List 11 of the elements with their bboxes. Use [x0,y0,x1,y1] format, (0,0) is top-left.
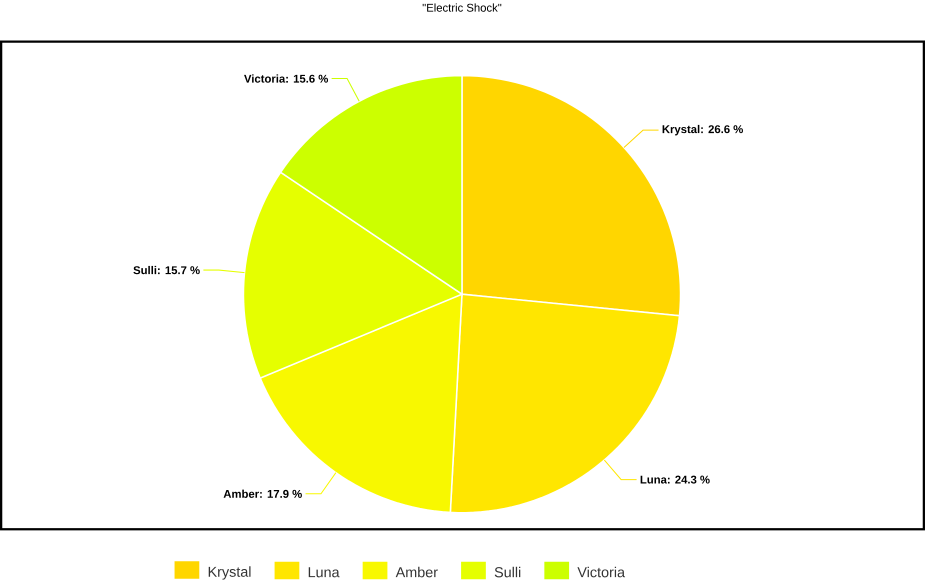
data-label: Amber: 17.9 % [224,490,302,498]
data-label: Sulli: 15.7 % [133,266,200,274]
data-label: Victoria: 15.6 % [244,74,328,83]
legend-label: Luna [308,567,340,578]
legend-label: Krystal [208,566,251,580]
data-label: Luna: 24.3 % [640,476,710,484]
chart-title: "Electric Shock" [422,4,502,12]
legend-label: Victoria [577,566,626,578]
legend-label: Sulli [494,566,520,578]
data-label: Krystal: 26.6 % [662,125,743,136]
legend-label: Amber [396,566,438,578]
